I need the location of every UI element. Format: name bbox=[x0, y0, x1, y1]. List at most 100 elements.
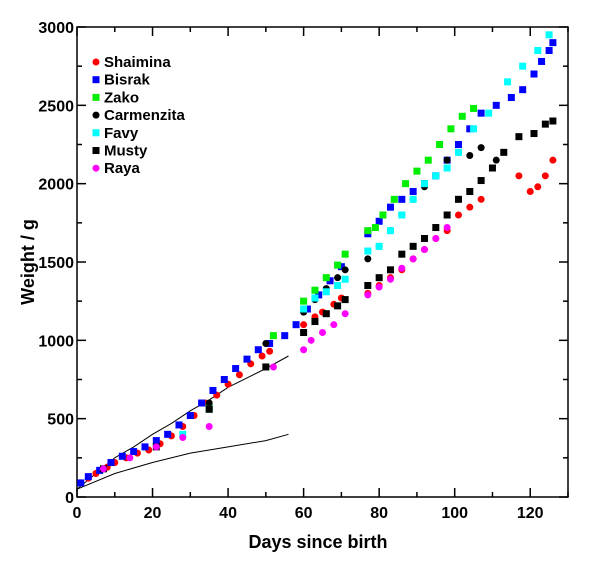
legend-item-raya: Raya bbox=[92, 160, 141, 177]
data-point bbox=[443, 164, 451, 172]
legend-marker bbox=[92, 164, 100, 172]
data-point bbox=[311, 318, 319, 326]
y-tick-label: 1500 bbox=[38, 255, 74, 272]
x-tick-label: 40 bbox=[219, 505, 237, 522]
data-point bbox=[341, 266, 349, 274]
data-point bbox=[519, 86, 527, 94]
data-point bbox=[409, 188, 417, 195]
legend-marker bbox=[92, 93, 100, 101]
data-point bbox=[386, 275, 394, 283]
data-point bbox=[413, 167, 421, 175]
x-tick-label: 60 bbox=[295, 505, 313, 522]
data-point bbox=[300, 329, 308, 336]
data-point bbox=[330, 321, 338, 329]
data-point bbox=[341, 310, 349, 318]
plot-frame bbox=[76, 26, 569, 498]
data-point bbox=[379, 211, 387, 219]
x-tick-label: 80 bbox=[370, 505, 388, 522]
data-point bbox=[186, 412, 194, 420]
y-tick-label: 3000 bbox=[38, 20, 74, 37]
legend-item-carmenzita: Carmenzita bbox=[92, 107, 186, 124]
legend-marker bbox=[92, 147, 100, 154]
data-point bbox=[326, 277, 334, 285]
data-point bbox=[541, 172, 549, 180]
data-point bbox=[500, 148, 508, 156]
legend-marker bbox=[92, 76, 100, 84]
data-point bbox=[466, 203, 474, 211]
data-point bbox=[341, 275, 349, 283]
data-point bbox=[77, 479, 85, 487]
data-point bbox=[209, 386, 217, 394]
plot-border bbox=[76, 26, 569, 498]
data-point bbox=[334, 261, 342, 269]
data-points bbox=[77, 31, 557, 487]
data-point bbox=[538, 57, 546, 65]
data-point bbox=[507, 94, 515, 101]
data-point bbox=[118, 452, 126, 460]
legend: ShaiminaBisrakZakoCarmenzitaFavyMustyRay… bbox=[92, 54, 186, 177]
data-point bbox=[130, 448, 138, 456]
data-point bbox=[386, 266, 394, 274]
data-point bbox=[443, 211, 451, 219]
data-point bbox=[398, 211, 406, 219]
x-axis-title: Days since birth bbox=[248, 532, 387, 552]
data-point bbox=[375, 217, 383, 225]
y-tick-label: 0 bbox=[65, 490, 74, 507]
reference-curve bbox=[76, 433, 289, 490]
data-point bbox=[549, 156, 557, 164]
data-point bbox=[443, 156, 451, 164]
legend-item-zako: Zako bbox=[92, 89, 139, 106]
data-point bbox=[477, 144, 485, 152]
data-point bbox=[303, 305, 311, 313]
y-tick-label: 2000 bbox=[38, 177, 74, 194]
data-point bbox=[96, 466, 104, 474]
data-point bbox=[420, 235, 428, 242]
x-tick-label: 120 bbox=[517, 505, 544, 522]
legend-label: Favy bbox=[104, 125, 139, 142]
legend-label: Musty bbox=[104, 143, 148, 160]
data-point bbox=[319, 329, 326, 336]
data-point bbox=[334, 282, 342, 289]
data-point bbox=[141, 443, 149, 451]
data-point bbox=[337, 263, 345, 271]
data-point bbox=[432, 172, 440, 180]
data-point bbox=[477, 177, 485, 185]
data-point bbox=[311, 294, 319, 302]
series-raya bbox=[99, 224, 451, 473]
data-point bbox=[526, 188, 534, 195]
data-point bbox=[549, 117, 557, 125]
data-point bbox=[311, 286, 319, 294]
data-point bbox=[262, 339, 270, 347]
data-point bbox=[364, 255, 372, 263]
data-point bbox=[300, 346, 308, 354]
data-point bbox=[220, 376, 228, 383]
data-point bbox=[386, 203, 394, 211]
data-point bbox=[398, 250, 406, 258]
y-axis-ticks: 0 500 1000 1500 2000 2500 3000 bbox=[38, 20, 568, 507]
data-point bbox=[262, 363, 270, 371]
data-point bbox=[398, 195, 406, 203]
legend-item-musty: Musty bbox=[92, 143, 148, 160]
legend-item-shaimina: Shaimina bbox=[92, 54, 171, 71]
data-point bbox=[466, 188, 474, 195]
data-point bbox=[258, 352, 266, 360]
data-point bbox=[424, 156, 432, 164]
y-tick-label: 500 bbox=[47, 412, 74, 429]
data-point bbox=[266, 347, 274, 355]
data-point bbox=[504, 78, 512, 86]
data-point bbox=[515, 172, 523, 180]
data-point bbox=[232, 365, 240, 373]
data-point bbox=[84, 473, 92, 481]
legend-label: Raya bbox=[104, 160, 141, 177]
x-tick-label: 100 bbox=[441, 505, 468, 522]
data-point bbox=[364, 291, 372, 299]
data-point bbox=[364, 247, 372, 255]
y-axis-title: Weight / g bbox=[18, 219, 38, 305]
series-zako bbox=[205, 104, 478, 412]
data-point bbox=[477, 109, 485, 117]
data-point bbox=[458, 112, 466, 120]
legend-label: Carmenzita bbox=[104, 107, 186, 124]
data-point bbox=[175, 421, 183, 429]
data-point bbox=[409, 255, 417, 263]
data-point bbox=[300, 297, 308, 305]
